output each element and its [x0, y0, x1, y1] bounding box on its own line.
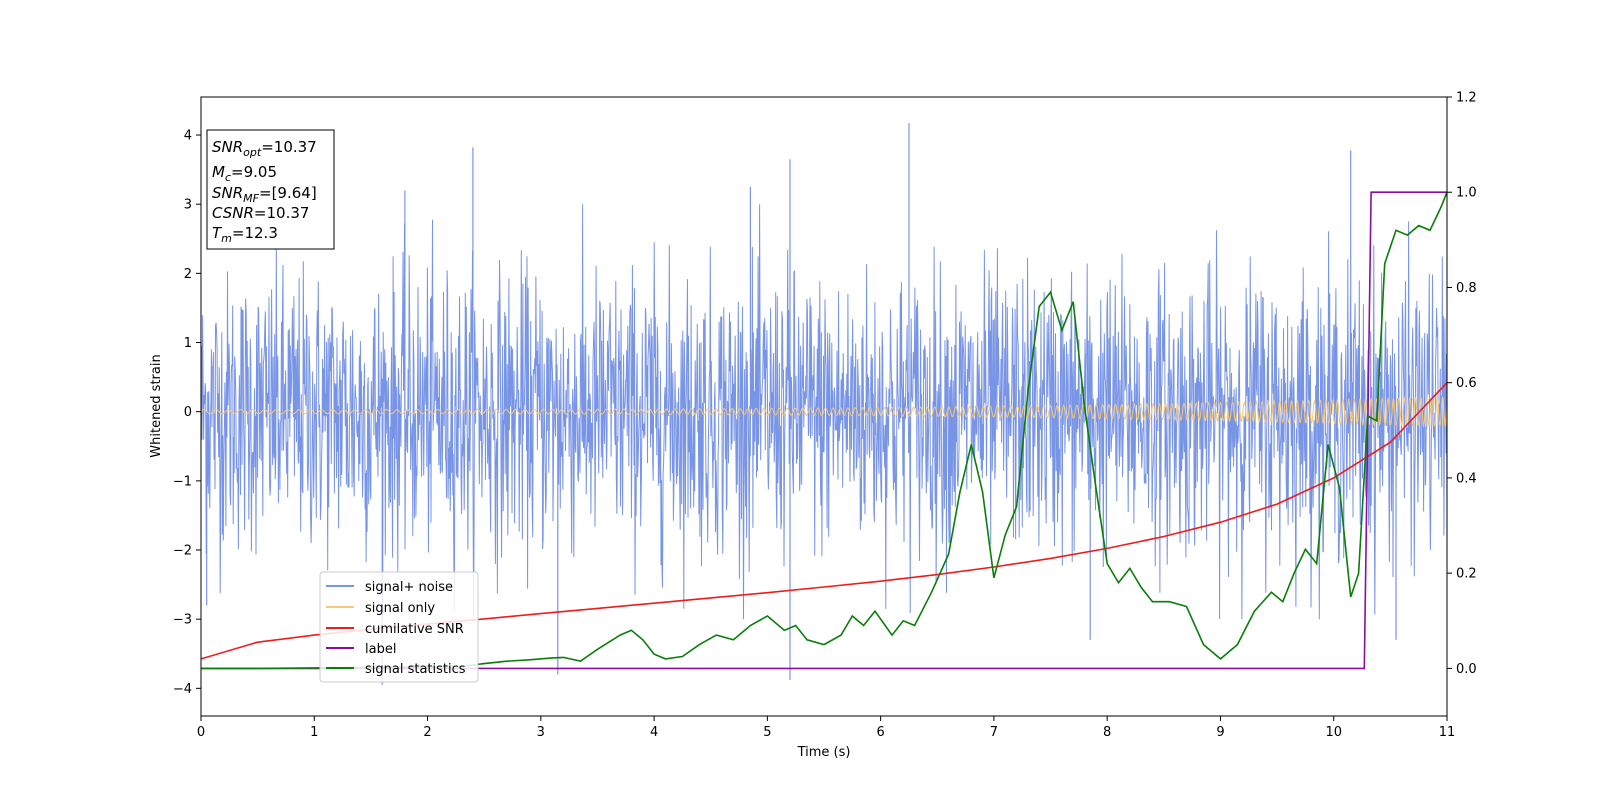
x-tick-label: 5: [763, 725, 771, 740]
legend-label-label: label: [365, 642, 396, 657]
y-tick-label: 1: [184, 336, 192, 351]
y-tick-label: −3: [173, 613, 192, 628]
y2-tick-label: 1.0: [1456, 186, 1477, 201]
legend-label-signal-only: signal only: [365, 601, 435, 616]
y2-tick-label: 0.4: [1456, 471, 1477, 486]
y2-tick-label: 1.2: [1456, 91, 1477, 106]
x-tick-label: 3: [537, 725, 545, 740]
x-tick-label: 10: [1325, 725, 1342, 740]
axes-layer: 0 1 2 3 4 5 6 7 8 9 10 11 −4 −3 −2 −1 0 1 2 3 4 0.0 0.2 0.4 0.6 0…: [173, 91, 1477, 741]
plot-frame: [200, 96, 1448, 717]
y-tick-label: −1: [173, 474, 192, 489]
x-tick-label: 7: [990, 725, 998, 740]
annotation-frame: [206, 129, 335, 250]
series-signal-noise: [201, 204, 1447, 620]
x-axis-label: Time (s): [797, 745, 851, 760]
legend-item-label: label: [326, 642, 396, 657]
legend-label-signal-noise: signal+ noise: [365, 580, 453, 595]
annotation-box: SNRopt=10.37 Mc=9.05 SNRMF=[9.64] CSNR=1…: [206, 129, 335, 250]
legend-label-signal-statistics: signal statistics: [365, 662, 466, 677]
annotation-line-csnr: CSNR=10.37: [212, 204, 309, 222]
y-tick-label: 0: [184, 405, 192, 420]
y2-tick-label: 0.2: [1456, 567, 1477, 582]
legend-label-cumilative-snr: cumilative SNR: [365, 622, 464, 637]
legend-item-signal-statistics: signal statistics: [326, 662, 466, 677]
y-tick-label: −4: [173, 682, 192, 697]
series-signal-only: [201, 396, 1447, 428]
x-tick-label: 11: [1439, 725, 1456, 740]
annotation-line-mc: Mc=9.05: [212, 163, 277, 184]
x-tick-label: 0: [197, 725, 205, 740]
y2-tick-label: 0.0: [1456, 662, 1477, 677]
x-tick-label: 2: [423, 725, 431, 740]
legend-item-signal-noise: signal+ noise: [326, 580, 453, 595]
x-tick-label: 1: [310, 725, 318, 740]
annotation-line-snr-opt: SNRopt=10.37: [212, 138, 317, 159]
y2-tick-label: 0.6: [1456, 376, 1477, 391]
y-tick-label: −2: [173, 544, 192, 559]
y-tick-label: 4: [184, 129, 192, 144]
series-label: [201, 191, 1447, 670]
y-axis-label: Whitened strain: [149, 354, 164, 457]
y2-tick-label: 0.8: [1456, 281, 1477, 296]
legend: signal+ noise signal only cumilative SNR…: [319, 571, 479, 683]
x-tick-label: 8: [1103, 725, 1111, 740]
legend-item-signal-only: signal only: [326, 601, 435, 616]
y-tick-label: 2: [184, 267, 192, 282]
legend-item-cumilative-snr: cumilative SNR: [326, 622, 464, 637]
legend-frame: [319, 571, 479, 683]
series-signal-statistics: [201, 191, 1447, 670]
y-tick-label: 3: [184, 198, 192, 213]
series-signal-noise-spikes: [206, 123, 1397, 685]
annotation-line-snr-mf: SNRMF=[9.64]: [212, 184, 317, 205]
x-tick-label: 9: [1216, 725, 1224, 740]
x-tick-label: 4: [650, 725, 658, 740]
series-layer: [201, 123, 1447, 685]
x-tick-label: 6: [876, 725, 884, 740]
annotation-line-tm: Tm=12.3: [212, 224, 278, 245]
